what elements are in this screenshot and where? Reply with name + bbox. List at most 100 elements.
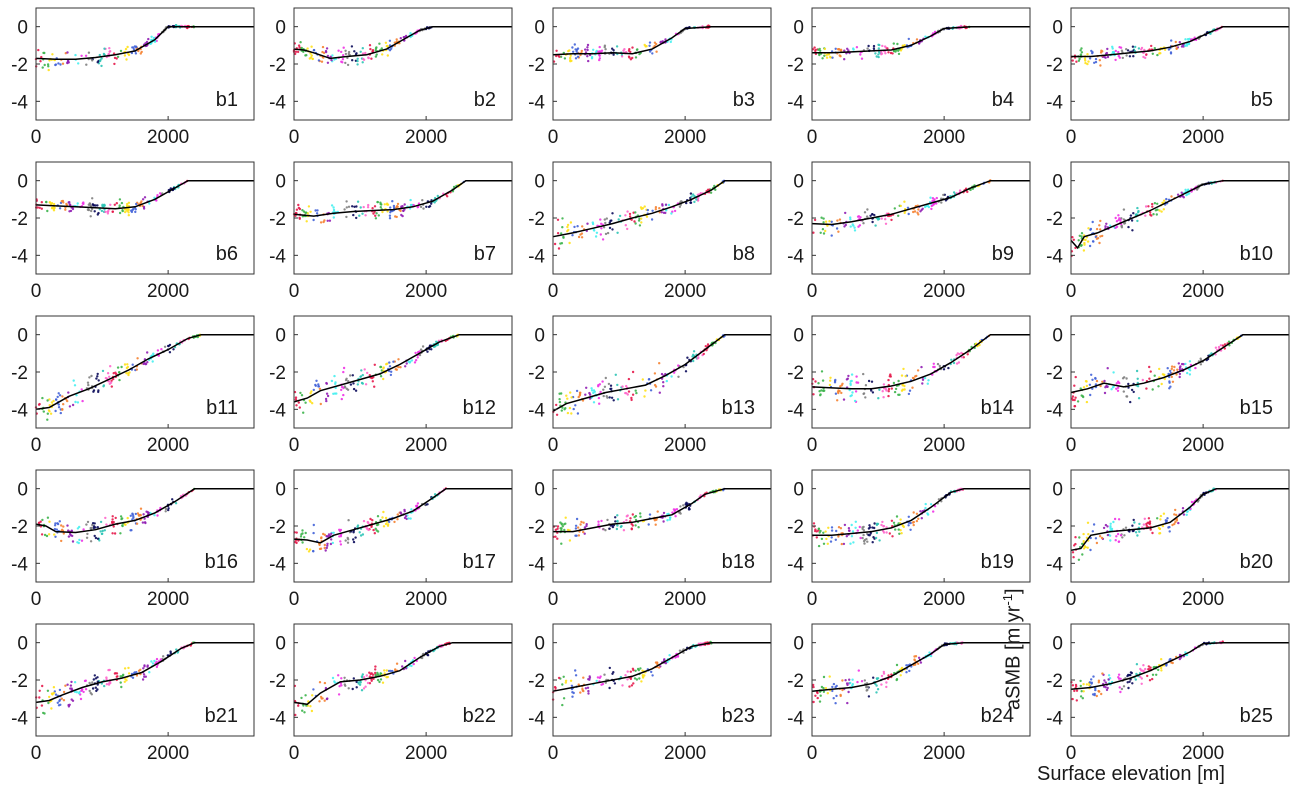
data-point <box>679 512 682 515</box>
panel-label: b8 <box>733 243 755 265</box>
data-point <box>76 401 80 404</box>
data-point <box>88 202 92 205</box>
data-point <box>604 48 607 51</box>
data-point <box>337 674 340 677</box>
data-point <box>1173 365 1176 369</box>
data-point <box>1149 211 1152 214</box>
data-point <box>1077 558 1081 561</box>
data-point <box>1110 388 1113 391</box>
data-point <box>97 379 100 382</box>
data-point <box>79 697 83 701</box>
data-point <box>921 207 924 210</box>
data-point <box>597 523 600 526</box>
data-point <box>643 43 646 47</box>
y-tick-label: -4 <box>528 92 545 113</box>
panel-label: b24 <box>981 705 1014 727</box>
data-point <box>616 398 620 401</box>
data-point <box>900 389 904 392</box>
data-point <box>1217 345 1221 349</box>
data-point <box>1085 400 1089 404</box>
data-point <box>370 376 374 380</box>
data-point <box>382 525 386 528</box>
data-point <box>587 689 590 693</box>
data-point <box>96 526 100 529</box>
data-point <box>395 368 398 371</box>
data-point <box>858 525 861 529</box>
data-point <box>308 57 311 60</box>
data-point <box>1186 38 1190 41</box>
data-point <box>631 393 635 396</box>
data-point <box>576 55 580 58</box>
data-point <box>1088 383 1092 386</box>
data-point <box>1156 517 1159 520</box>
series-line-b17 <box>293 487 512 544</box>
data-point <box>54 63 57 67</box>
data-point <box>98 539 101 542</box>
data-point <box>305 220 308 223</box>
data-point <box>1199 363 1203 366</box>
data-point <box>1185 513 1188 516</box>
data-point <box>1072 238 1076 241</box>
data-point <box>559 527 562 530</box>
y-tick-label: 0 <box>275 480 286 501</box>
data-point <box>556 537 559 540</box>
data-point <box>831 685 834 689</box>
data-point <box>304 54 307 57</box>
data-point <box>361 52 365 55</box>
data-point <box>603 218 606 221</box>
data-point <box>842 398 846 401</box>
data-point <box>1173 522 1176 526</box>
data-point <box>91 197 94 200</box>
data-point <box>1138 522 1141 526</box>
data-point <box>867 44 870 48</box>
y-tick-label: -2 <box>269 209 286 230</box>
data-point <box>297 704 300 707</box>
data-point <box>919 210 922 213</box>
data-point <box>557 247 561 250</box>
data-point <box>912 511 915 514</box>
data-point <box>325 697 329 701</box>
data-point <box>1149 666 1152 669</box>
data-point <box>1115 387 1118 390</box>
data-point <box>555 49 558 52</box>
data-point <box>651 52 654 55</box>
data-point <box>96 676 99 679</box>
data-point <box>120 365 123 369</box>
data-point <box>634 669 637 672</box>
data-point <box>1092 675 1095 678</box>
data-point <box>1142 664 1145 667</box>
data-point <box>414 351 417 355</box>
data-point <box>692 353 695 356</box>
data-point <box>1131 682 1134 685</box>
data-point <box>833 381 837 384</box>
data-point <box>1186 371 1189 375</box>
data-point <box>1135 369 1139 373</box>
data-point <box>342 46 345 49</box>
data-point <box>142 513 145 516</box>
data-point <box>303 536 306 539</box>
data-point <box>868 526 872 529</box>
data-point <box>1163 48 1167 51</box>
data-point <box>374 217 378 220</box>
data-point <box>355 205 358 208</box>
data-point <box>639 515 642 518</box>
data-point <box>581 225 584 228</box>
data-point <box>1173 513 1176 516</box>
x-tick-label: 0 <box>1066 127 1077 148</box>
data-point <box>361 47 364 50</box>
data-point <box>834 392 838 395</box>
data-point <box>854 526 857 529</box>
data-point <box>839 49 843 52</box>
data-point <box>294 50 298 53</box>
data-point <box>141 198 145 201</box>
data-point <box>1137 47 1141 50</box>
data-point <box>1184 362 1187 366</box>
data-point <box>875 691 878 694</box>
data-point <box>333 374 336 378</box>
y-tick-label: -4 <box>269 92 286 113</box>
data-point <box>392 360 395 363</box>
data-point <box>893 390 897 394</box>
data-point <box>867 379 871 383</box>
data-point <box>156 514 159 517</box>
